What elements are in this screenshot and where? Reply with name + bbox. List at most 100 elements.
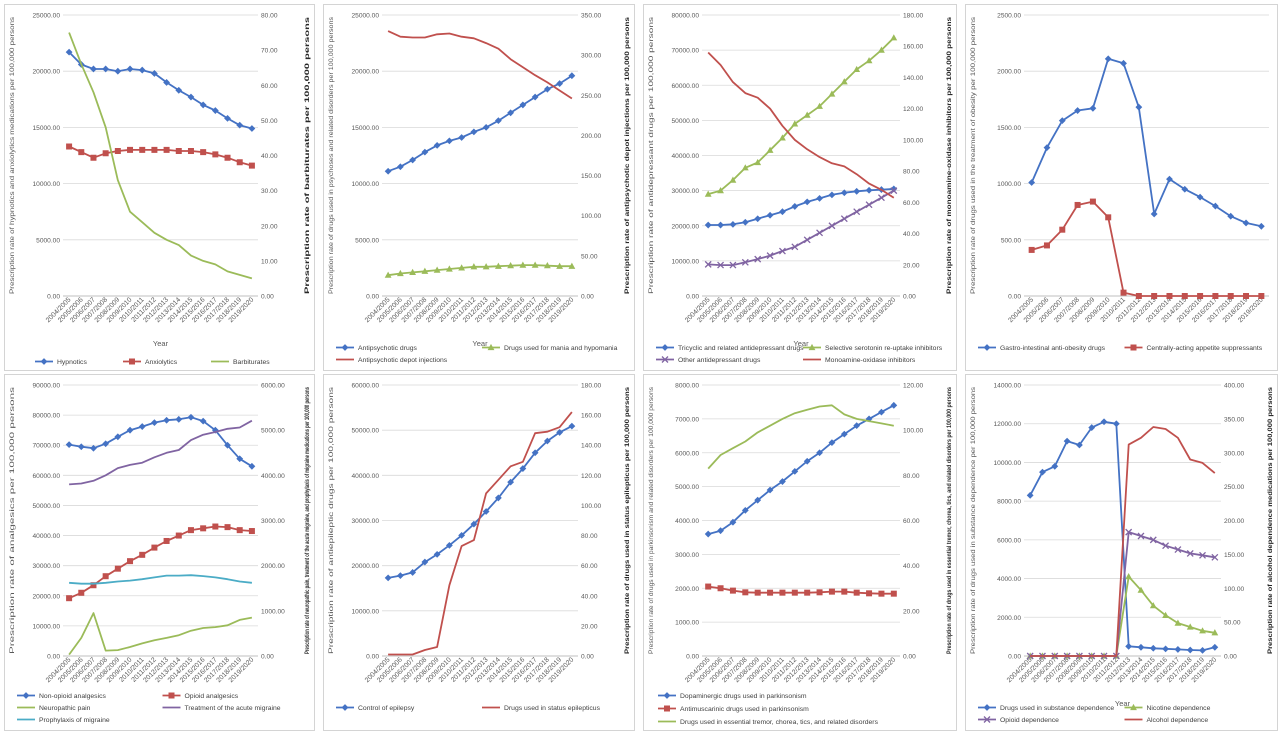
y-left-tick-label: 5000.00 [355, 237, 379, 244]
series-gastro-intestinal-anti-obesity-drugs [1028, 55, 1265, 230]
series-non-opioid-analgesics [65, 413, 256, 470]
data-point [840, 189, 848, 197]
chart-panel-6: 0.00 10000.00 20000.00 30000.00 40000.00 5000… [323, 374, 635, 731]
y-left-tick-label: 10000.00 [351, 181, 379, 188]
series-line [1030, 57, 1262, 228]
y-left-tick-label: 80000.00 [671, 13, 699, 20]
data-point [1137, 586, 1145, 593]
data-point [1135, 293, 1142, 299]
y-left-tick-label: 80000.00 [32, 413, 60, 420]
data-point [1028, 179, 1036, 186]
series-opioid-analgesics [66, 523, 255, 602]
chart-svg-6: 0.00 10000.00 20000.00 30000.00 40000.00 5000… [328, 383, 631, 713]
y-right-tick-label: 100.00 [1224, 586, 1245, 593]
y-right-tick-label: 250.00 [581, 93, 602, 100]
y-left-tick-label: 2000.00 [997, 615, 1021, 622]
series-drugs-used-in-status-epilepticus [388, 411, 573, 656]
series-line [708, 585, 894, 595]
legend-entry: Dopaminergic drugs used in parkinsonism [658, 692, 807, 700]
data-point [187, 527, 194, 534]
y-left-tick-label: 0.00 [366, 654, 379, 661]
data-point [482, 263, 490, 270]
legend-label: Antipsychotic drugs [358, 345, 418, 352]
y-right-tick-label: 400.00 [1224, 383, 1245, 390]
data-point [433, 266, 441, 273]
data-point [890, 34, 898, 41]
y-left-tick-label: 1000.00 [997, 181, 1021, 188]
legend-entry: Tricyclic and related antidepressant dru… [656, 344, 804, 352]
data-point [704, 260, 712, 268]
legend-label: Nicotine dependence [1147, 705, 1211, 712]
data-point [470, 520, 478, 528]
y-left-tick-label: 3000.00 [675, 552, 699, 559]
data-point [138, 66, 146, 74]
data-point [1149, 602, 1157, 609]
data-point [1242, 219, 1250, 227]
y-left-tick-label: 0.00 [47, 294, 60, 301]
legend-label: Tricyclic and related antidepressant dru… [678, 345, 804, 352]
data-point [494, 494, 502, 502]
data-point [187, 413, 195, 421]
data-point [248, 162, 255, 169]
series-line [707, 37, 895, 195]
data-point [1089, 104, 1097, 112]
legend-label: Hypnotics [57, 359, 87, 366]
y-right-tick-label: 160.00 [903, 44, 924, 51]
data-point [1120, 59, 1127, 67]
data-point [890, 187, 898, 195]
y-left-tick-label: 10000.00 [32, 623, 60, 630]
y-left-tick-label: 40000.00 [671, 153, 699, 160]
data-point [224, 441, 231, 449]
data-point [878, 408, 885, 416]
data-point [729, 176, 737, 183]
series-anxiolytics [66, 143, 255, 169]
data-point [717, 261, 725, 269]
data-point [102, 573, 109, 580]
y-left-tick-label: 1500.00 [997, 125, 1021, 132]
data-point [828, 439, 836, 446]
legend-entry: Drugs used in essential tremor, chorea, … [658, 719, 879, 726]
y-right-tick-label: 4000.00 [261, 473, 285, 480]
y-left-tick-label: 0.00 [366, 294, 379, 301]
data-point [816, 449, 823, 457]
series-line [68, 145, 253, 167]
y-right-tick-label: 200.00 [581, 133, 602, 140]
data-point [766, 252, 774, 260]
data-point [90, 582, 97, 589]
legend-marker [661, 344, 669, 351]
y-left-tick-label: 90000.00 [32, 383, 60, 390]
data-point [224, 154, 231, 161]
y-right-tick-label: 0.00 [581, 654, 594, 661]
data-point [766, 486, 774, 494]
data-point [1166, 293, 1173, 299]
data-point [65, 48, 73, 56]
data-point [445, 137, 453, 145]
legend-marker [341, 704, 349, 711]
y-left-tick-label: 70000.00 [671, 48, 699, 55]
y-left-tick-label: 2000.00 [997, 69, 1021, 76]
chart-svg-7: 0.00 1000.00 2000.00 3000.00 4000.00 5000.00 6… [648, 383, 953, 727]
legend-label: Anxiolytics [145, 359, 178, 366]
y-left-tick-label: 15000.00 [32, 125, 60, 132]
y-left-axis-title: Prescription rate of analgesics per 100,… [9, 386, 16, 654]
data-point [1112, 420, 1120, 428]
data-point [1166, 175, 1173, 183]
y-right-tick-label: 30.00 [261, 188, 278, 195]
y-left-tick-label: 50000.00 [351, 428, 379, 435]
series-line [1031, 200, 1262, 297]
y-left-tick-label: 25000.00 [351, 13, 379, 20]
y-right-tick-label: 250.00 [1224, 484, 1245, 491]
x-axis-title: Year [153, 339, 169, 348]
data-point [396, 269, 404, 277]
data-point [102, 440, 110, 448]
series-line [387, 30, 573, 100]
data-point [1058, 117, 1066, 125]
chart-svg-2: 0.00 5000.00 10000.00 15000.00 20000.00 25000… [328, 13, 631, 365]
series-line [68, 612, 253, 656]
data-point [494, 262, 502, 269]
data-point [470, 263, 478, 270]
series-line [387, 74, 573, 173]
series-neuropathic-pain [68, 612, 253, 656]
data-point [212, 151, 219, 158]
data-point [556, 262, 564, 269]
